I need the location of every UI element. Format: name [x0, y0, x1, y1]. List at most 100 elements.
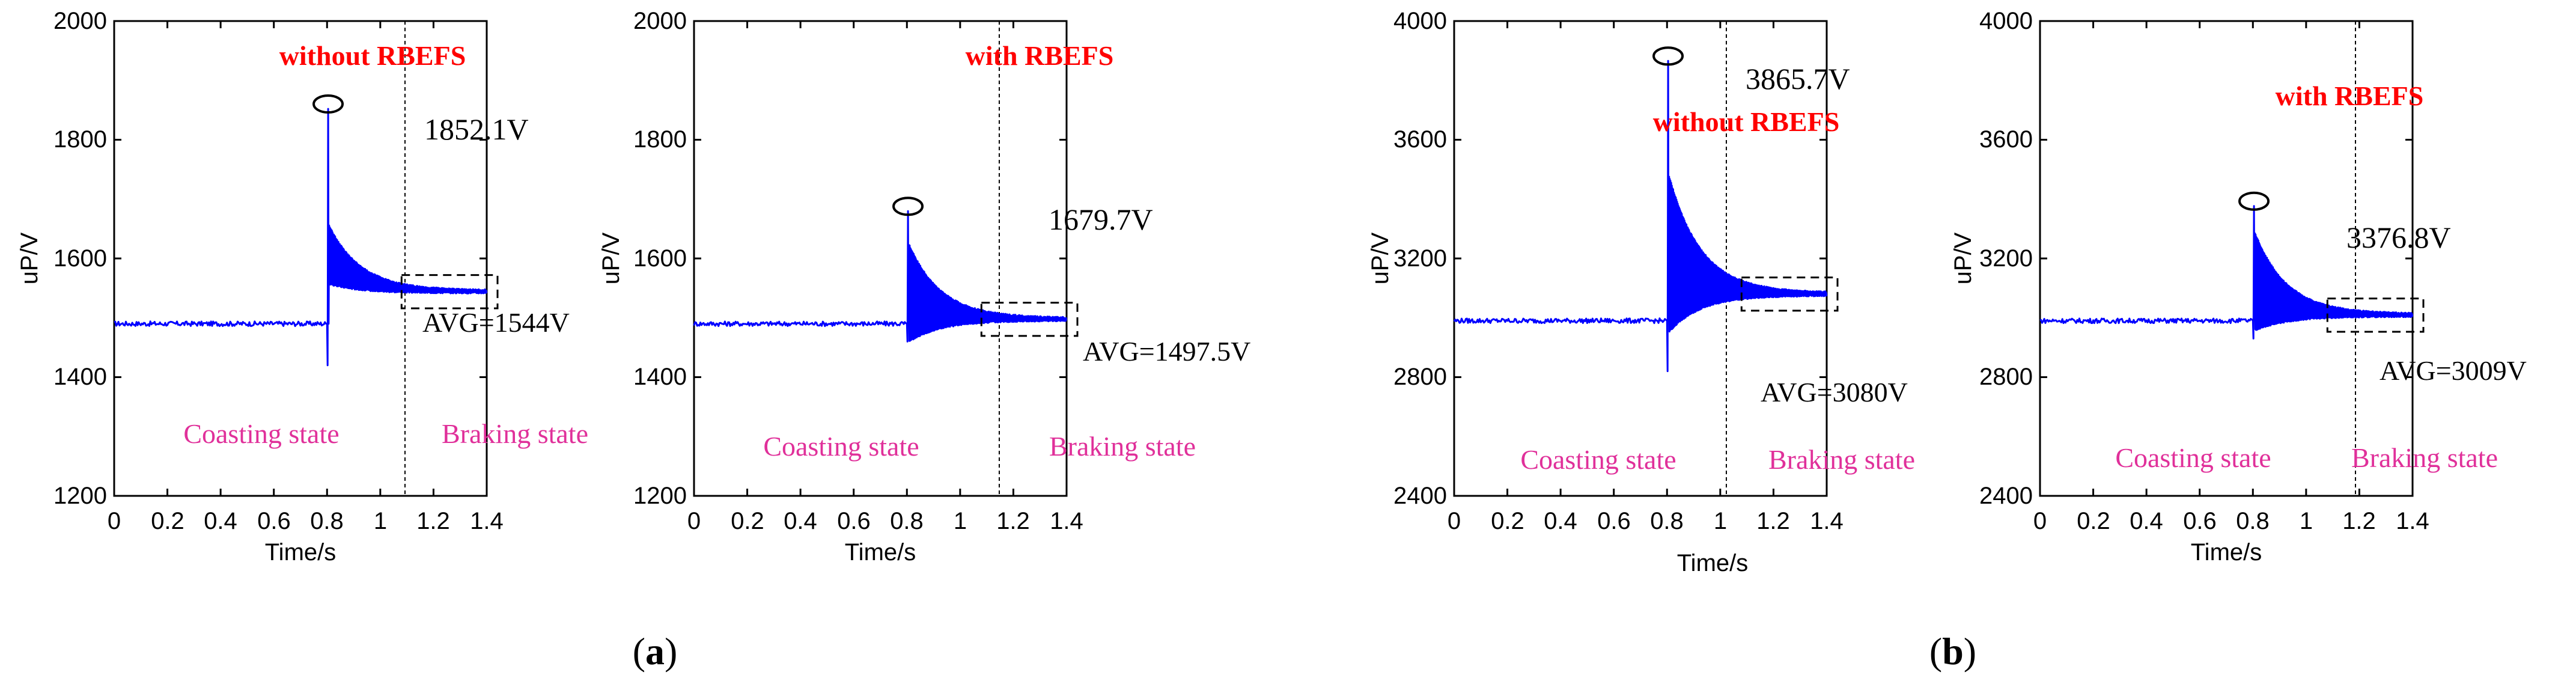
- panel-letter: a: [645, 630, 665, 673]
- y-tick-label: 2400: [1979, 483, 2033, 509]
- y-tick-label: 4000: [1979, 8, 2033, 34]
- voltage-signal-line: [1453, 60, 1828, 373]
- panel-letter: b: [1942, 630, 1964, 673]
- x-tick-label: 0.4: [2130, 508, 2163, 534]
- peak-value-label: 3865.7V: [1746, 62, 1850, 96]
- voltage-signal-line: [693, 210, 1068, 343]
- x-tick-label: 0.2: [151, 508, 184, 534]
- braking-state-label: Braking state: [1049, 431, 1196, 462]
- subfigure-label-b: (b): [1929, 630, 1976, 673]
- x-tick-label: 0.4: [204, 508, 237, 534]
- coasting-state-label: Coasting state: [183, 418, 339, 449]
- paren-close: ): [1964, 630, 1976, 673]
- y-tick-label: 4000: [1393, 8, 1447, 34]
- x-tick-label: 1: [1714, 508, 1727, 534]
- peak-value-label: 1679.7V: [1049, 203, 1153, 236]
- x-tick-label: 0.2: [1491, 508, 1524, 534]
- x-tick-label: 0: [687, 508, 701, 534]
- y-tick-label: 1800: [53, 126, 107, 153]
- x-tick-label: 0.6: [837, 508, 871, 534]
- avg-value-label: AVG=3009V: [2380, 355, 2527, 386]
- peak-marker-ellipse: [312, 94, 344, 114]
- braking-state-label: Braking state: [2351, 442, 2498, 473]
- x-axis-label: Time/s: [845, 539, 916, 566]
- x-tick-label: 0.6: [2183, 508, 2217, 534]
- avg-highlight-box: [980, 302, 1079, 337]
- y-tick-label: 1600: [633, 245, 687, 272]
- paren-open: (: [1929, 630, 1942, 673]
- x-tick-label: 1.4: [1050, 508, 1083, 534]
- y-axis-label: uP/V: [598, 232, 624, 284]
- x-axis-label: Time/s: [2191, 539, 2262, 566]
- plot-frame: [693, 20, 1068, 497]
- chart-panel-4: 4000 3600 3200 2800 2400 0 0.2 0.4 0.6 0…: [1950, 8, 2527, 566]
- peak-value-label: 1852.1V: [424, 112, 529, 146]
- coasting-state-label: Coasting state: [763, 431, 919, 462]
- x-tick-label: 0.6: [1597, 508, 1631, 534]
- paren-open: (: [633, 630, 645, 673]
- x-tick-label: 1.4: [470, 508, 504, 534]
- subfigure-label-a: (a): [633, 630, 678, 673]
- avg-highlight-box: [400, 274, 499, 310]
- coasting-state-label: Coasting state: [1520, 444, 1676, 475]
- y-tick-label: 3600: [1393, 126, 1447, 153]
- y-tick-label: 3200: [1393, 245, 1447, 272]
- x-tick-label: 0: [2033, 508, 2047, 534]
- x-tick-label: 1: [2300, 508, 2313, 534]
- avg-highlight-box: [1740, 276, 1839, 312]
- chart-title: without RBEFS: [1653, 106, 1840, 137]
- peak-marker-ellipse: [892, 197, 924, 216]
- y-axis-label: uP/V: [1367, 232, 1393, 284]
- braking-state-label: Braking state: [1768, 444, 1915, 475]
- y-axis-label: uP/V: [1950, 232, 1976, 284]
- y-tick-label: 1200: [53, 483, 107, 509]
- x-tick-label: 0.8: [1650, 508, 1684, 534]
- x-tick-label: 0: [108, 508, 121, 534]
- x-tick-label: 0.2: [731, 508, 764, 534]
- x-tick-label: 0.4: [784, 508, 817, 534]
- peak-value-label: 3376.8V: [2346, 221, 2451, 254]
- x-tick-label: 1.4: [2396, 508, 2429, 534]
- y-tick-label: 2800: [1393, 364, 1447, 390]
- avg-value-label: AVG=1497.5V: [1083, 336, 1250, 367]
- y-tick-label: 3200: [1979, 245, 2033, 272]
- avg-value-label: AVG=1544V: [422, 307, 570, 338]
- x-tick-label: 1.2: [2342, 508, 2376, 534]
- avg-highlight-box: [2326, 298, 2425, 333]
- x-tick-label: 1.4: [1810, 508, 1844, 534]
- chart-panel-1: 2000 1800 1600 1400 1200 0 0.2 0.4 0.6 0…: [16, 8, 588, 566]
- y-tick-label: 2400: [1393, 483, 1447, 509]
- peak-marker-ellipse: [1652, 46, 1684, 66]
- chart-title: without RBEFS: [279, 40, 466, 71]
- y-axis-label: uP/V: [16, 232, 43, 284]
- y-tick-label: 2000: [633, 8, 687, 34]
- x-tick-label: 1.2: [996, 508, 1030, 534]
- y-tick-label: 1400: [53, 364, 107, 390]
- y-tick-label: 1800: [633, 126, 687, 153]
- y-tick-label: 1200: [633, 483, 687, 509]
- x-tick-label: 0.2: [2077, 508, 2110, 534]
- x-axis-label: Time/s: [1677, 550, 1749, 576]
- y-tick-label: 3600: [1979, 126, 2033, 153]
- coasting-state-label: Coasting state: [2115, 442, 2271, 473]
- voltage-signal-line: [2039, 205, 2414, 340]
- y-tick-label: 1400: [633, 364, 687, 390]
- x-tick-label: 0.8: [2236, 508, 2270, 534]
- x-tick-label: 1: [374, 508, 387, 534]
- chart-title: with RBEFS: [2276, 81, 2424, 111]
- chart-panel-2: 2000 1800 1600 1400 1200 0 0.2 0.4 0.6 0…: [598, 8, 1250, 566]
- x-tick-label: 1: [954, 508, 967, 534]
- avg-value-label: AVG=3080V: [1761, 377, 1908, 408]
- braking-state-label: Braking state: [442, 418, 588, 449]
- y-tick-label: 1600: [53, 245, 107, 272]
- chart-title: with RBEFS: [966, 40, 1114, 71]
- x-tick-label: 0: [1448, 508, 1461, 534]
- x-axis-label: Time/s: [265, 539, 336, 566]
- y-tick-label: 2000: [53, 8, 107, 34]
- y-tick-label: 2800: [1979, 364, 2033, 390]
- x-tick-label: 0.6: [257, 508, 291, 534]
- voltage-signal-line: [114, 108, 488, 367]
- x-tick-label: 1.2: [1756, 508, 1790, 534]
- x-tick-label: 0.8: [310, 508, 344, 534]
